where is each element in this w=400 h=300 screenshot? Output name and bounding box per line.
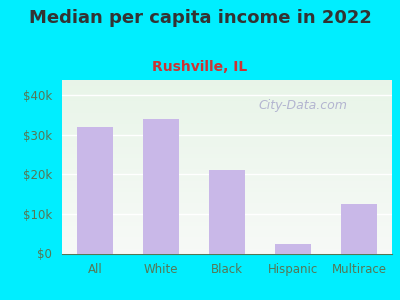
Bar: [275, 244, 311, 254]
Text: Rushville, IL: Rushville, IL: [152, 60, 248, 74]
Text: City-Data.com: City-Data.com: [258, 99, 347, 112]
Bar: [143, 119, 179, 254]
Bar: [209, 170, 245, 254]
Bar: [341, 204, 377, 254]
Text: Median per capita income in 2022: Median per capita income in 2022: [28, 9, 372, 27]
Bar: [77, 127, 113, 254]
